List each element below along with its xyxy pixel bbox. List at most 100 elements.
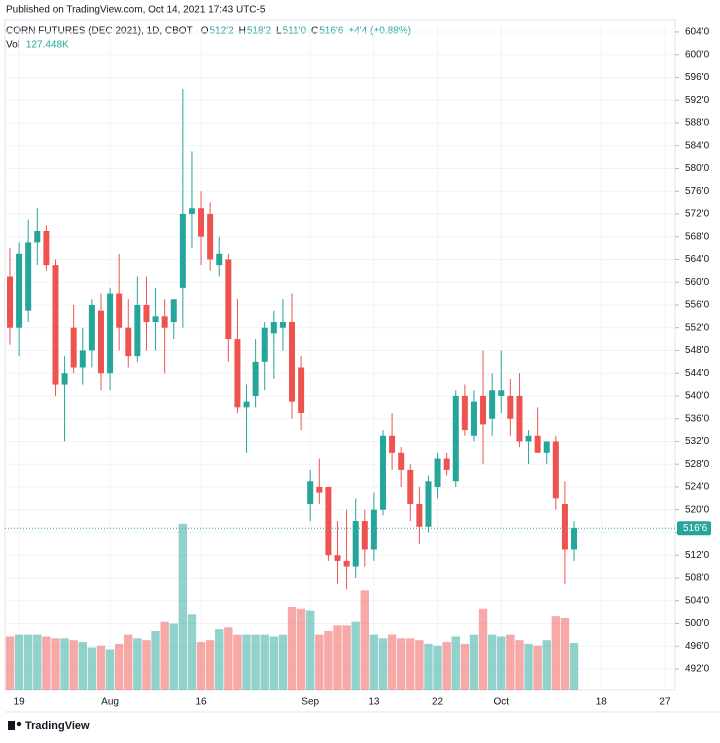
legend: CORN FUTURES (DEC 2021), 1D, CBOT O 512'2 H… [6, 26, 411, 51]
candle-body [270, 322, 277, 334]
volume-bar [542, 640, 551, 690]
volume-bar [260, 634, 269, 690]
volume-bar [233, 634, 242, 690]
volume-value: 127.448K [26, 40, 69, 51]
candle-body [25, 242, 32, 311]
legend-key: O [201, 26, 209, 37]
candle-body [452, 395, 459, 482]
volume-bar [42, 636, 51, 690]
candle-body [489, 390, 496, 419]
x-tick-label: 18 [596, 697, 608, 708]
volume-bar [14, 634, 24, 690]
candle-body [43, 231, 50, 266]
volume-bar [251, 634, 260, 690]
y-tick-label: 572'0 [685, 209, 710, 220]
y-tick-label: 568'0 [685, 231, 710, 242]
candle-body [97, 310, 104, 374]
y-tick-label: 524'0 [685, 482, 710, 493]
candle-body [343, 560, 350, 567]
volume-bar [351, 621, 360, 690]
candle-body [370, 509, 377, 550]
volume-bar [342, 625, 351, 690]
candle-body [116, 293, 123, 328]
candle-body [507, 395, 514, 419]
volume-bar [105, 649, 115, 690]
volume-bar [378, 638, 388, 690]
y-tick-label: 592'0 [685, 95, 710, 106]
candle-body [170, 299, 177, 323]
candle-body [543, 441, 550, 453]
volume-bar [215, 629, 224, 690]
candle-body [225, 259, 232, 340]
x-tick-label: 16 [195, 697, 207, 708]
volume-bar [387, 634, 397, 690]
candle-body [61, 373, 68, 385]
candle-body [7, 276, 14, 328]
candle-body [234, 339, 241, 408]
legend-key: H [239, 26, 246, 37]
y-tick-label: 528'0 [685, 459, 710, 470]
volume-bar [51, 638, 60, 690]
candle-body [461, 395, 468, 431]
volume-bar [124, 634, 133, 690]
y-tick-label: 532'0 [685, 436, 710, 447]
candle-body [416, 504, 423, 527]
volume-bar [242, 634, 251, 690]
candle-body [334, 555, 341, 561]
y-tick-label: 504'0 [685, 595, 710, 606]
volume-bar [569, 642, 579, 690]
candle-body [325, 486, 332, 556]
y-tick-label: 604'0 [685, 27, 710, 38]
candle-body [407, 469, 414, 505]
candle-body [561, 504, 568, 550]
volume-bar [5, 636, 15, 690]
volume-bar [306, 610, 315, 690]
candle-body [480, 395, 487, 425]
volume-bar [23, 634, 33, 690]
volume-bar [396, 638, 406, 690]
y-tick-label: 520'0 [685, 504, 710, 515]
volume-bar [442, 642, 451, 690]
candle-body [298, 367, 305, 414]
candle-body [161, 316, 168, 328]
y-tick-label: 508'0 [685, 573, 710, 584]
volume-bar [315, 634, 324, 690]
volume-bar [333, 625, 342, 690]
y-tick-label: 496'0 [685, 641, 710, 652]
tradingview-logo [8, 721, 22, 730]
volume-bar [151, 630, 160, 690]
x-tick-label: 19 [14, 697, 26, 708]
volume-bar [196, 642, 206, 690]
candle-body [243, 401, 250, 408]
candle-body [470, 401, 477, 436]
volume-bar [451, 636, 460, 690]
candle-body [216, 253, 223, 266]
last-price-label: 516'6 [683, 523, 708, 534]
candle-body [252, 361, 259, 396]
y-tick-label: 536'0 [685, 413, 710, 424]
brand-name: TradingView [25, 720, 90, 732]
y-tick-label: 556'0 [685, 300, 710, 311]
candle-body [207, 213, 214, 260]
symbol-title: CORN FUTURES (DEC 2021), 1D, CBOT [6, 26, 193, 37]
y-tick-label: 512'0 [685, 550, 710, 561]
volume-bar [278, 634, 288, 690]
volume-bar [424, 643, 433, 690]
x-tick-label: Sep [301, 697, 319, 708]
y-tick-label: 584'0 [685, 140, 710, 151]
y-tick-label: 552'0 [685, 322, 710, 333]
y-tick-label: 500'0 [685, 618, 710, 629]
candle-body [552, 441, 559, 499]
y-tick-label: 576'0 [685, 186, 710, 197]
candle-body [261, 327, 268, 362]
volume-bar [60, 638, 69, 690]
x-tick-label: 27 [659, 697, 671, 708]
candle-body [525, 435, 532, 442]
volume-bar [160, 621, 169, 690]
candle-body [188, 208, 195, 214]
candle-body [125, 327, 132, 357]
volume-bar [296, 608, 306, 690]
candle-body [152, 316, 159, 323]
volume-bar [487, 634, 497, 690]
